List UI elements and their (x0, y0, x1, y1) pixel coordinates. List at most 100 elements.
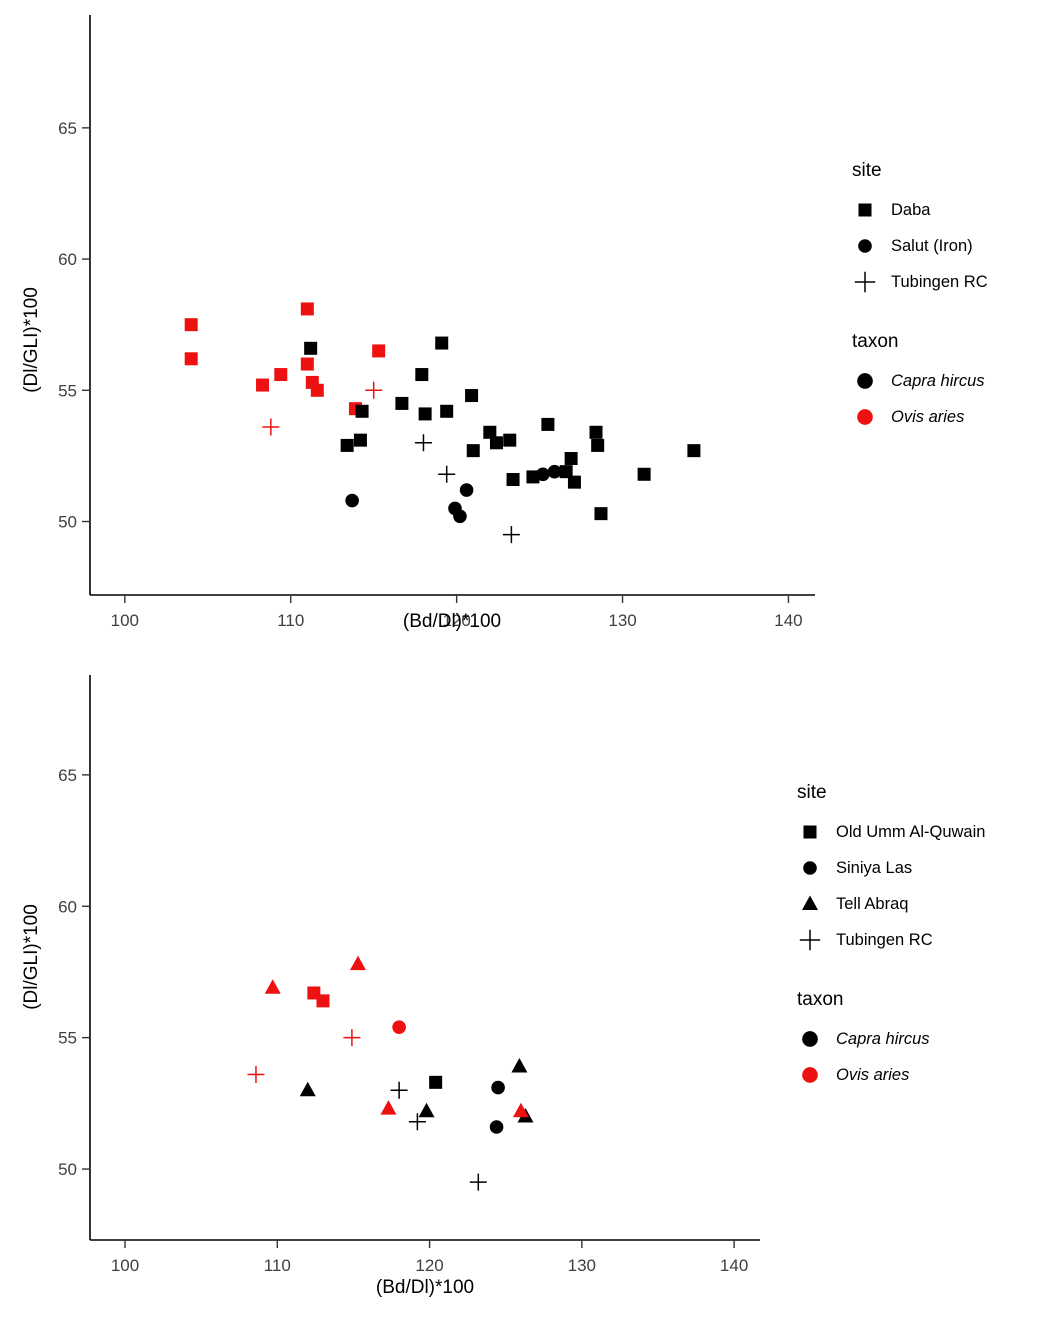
data-point-plus-ovis (365, 381, 383, 399)
legend-item-label: Daba (891, 200, 931, 219)
data-point-plus-capra (502, 526, 520, 544)
square-icon (858, 203, 872, 217)
legend-item-label: Salut (Iron) (891, 236, 973, 255)
lower-scatter-chart: 100 110 120 130 140 50 55 60 65 (Bd/Dl)*100 (Dl/… (0, 660, 1051, 1333)
circle-icon (857, 373, 873, 389)
plus-marker (799, 929, 821, 951)
data-point-square-capra (506, 473, 520, 487)
data-point-square-capra (559, 465, 573, 479)
upper-legend: site Daba Salut (Iron) Tubingen RC taxon Capr… (852, 160, 988, 440)
data-point-plus-ovis (247, 1065, 265, 1083)
legend-item-label: Old Umm Al-Quwain (836, 822, 986, 841)
legend-item-label: Capra hircus (891, 371, 985, 390)
site-legend-item: Tell Abraq (797, 891, 985, 917)
circle-icon (857, 409, 873, 425)
legend-item-label: Tubingen RC (836, 930, 933, 949)
data-point-square-capra (429, 1075, 443, 1089)
data-point-square-ovis (274, 368, 288, 382)
circle-icon (803, 861, 817, 875)
data-point-square-capra (435, 336, 449, 350)
data-point-square-ovis (300, 302, 314, 316)
lower-legend: site Old Umm Al-Quwain Siniya Las Tell Abra… (797, 782, 985, 1098)
data-point-square-capra (489, 436, 503, 450)
lower-plot-canvas: 100 110 120 130 140 50 55 60 65 (58, 675, 760, 1275)
taxon-legend-item: Capra hircus (852, 368, 988, 394)
data-point-circle-capra (547, 464, 562, 479)
data-point-square-capra (355, 404, 369, 418)
site-legend-item: Old Umm Al-Quwain (797, 819, 985, 845)
site-legend-item: Siniya Las (797, 855, 985, 881)
y-tick-label: 55 (58, 381, 77, 400)
data-point-square-capra (483, 425, 497, 439)
data-point-square-capra (395, 396, 409, 410)
x-tick-label: 120 (442, 611, 470, 630)
legend-item-label: Ovis aries (891, 407, 965, 426)
circle-marker (802, 1067, 818, 1083)
data-point-square-capra (594, 507, 608, 521)
data-point-plus-capra (408, 1113, 426, 1131)
data-point-triangle-ovis (264, 979, 281, 994)
data-point-triangle-capra (418, 1102, 435, 1118)
x-tick-label: 140 (774, 611, 802, 630)
data-point-square-capra (418, 407, 432, 421)
data-point-square-ovis (256, 378, 270, 392)
legend-item-label: Siniya Las (836, 858, 913, 877)
data-point-square-capra (440, 404, 454, 418)
data-point-triangle-ovis (350, 955, 366, 971)
data-point-plus-capra (469, 1173, 487, 1191)
data-point-circle-capra (459, 483, 474, 497)
data-point-plus-capra (438, 465, 456, 483)
circle-marker (803, 861, 817, 875)
circle-marker (857, 373, 873, 389)
plus-icon (799, 929, 821, 951)
upper-x-axis-title: (Bd/Dl)*100 (402, 611, 502, 632)
taxon-legend-item: Ovis aries (852, 404, 988, 430)
data-point-circle-capra (489, 1120, 504, 1134)
data-point-plus-capra (414, 434, 432, 452)
square-marker (803, 825, 817, 839)
data-point-square-capra (589, 425, 603, 439)
data-point-circle-capra (491, 1080, 505, 1095)
site-legend-item: Salut (Iron) (852, 233, 988, 259)
data-point-circle-ovis (392, 1020, 406, 1034)
data-point-square-capra (415, 368, 429, 382)
x-tick-label: 100 (111, 611, 139, 630)
data-point-square-ovis (184, 352, 198, 366)
site-legend-title: site (852, 160, 882, 181)
lower-y-axis-title: (Dl/GLI)*100 (21, 904, 42, 1010)
data-point-square-capra (340, 438, 354, 452)
data-point-plus-capra (390, 1081, 408, 1099)
data-point-square-capra (353, 433, 367, 447)
lower-x-axis-title: (Bd/Dl)*100 (375, 1277, 475, 1298)
data-point-square-capra (541, 417, 555, 431)
taxon-legend-title: taxon (852, 331, 899, 352)
upper-y-axis-title: (Dl/GLI)*100 (21, 287, 42, 393)
data-point-square-capra (567, 475, 581, 489)
legend-item-label: Tell Abraq (836, 894, 909, 913)
x-tick-label: 100 (111, 1256, 139, 1275)
plus-icon (854, 271, 876, 293)
data-point-square-ovis (184, 318, 198, 332)
data-point-triangle-ovis (512, 1102, 529, 1118)
y-tick-label: 50 (58, 1160, 77, 1179)
y-tick-label: 60 (58, 250, 77, 269)
legend-item-label: Tubingen RC (891, 272, 988, 291)
data-point-circle-capra (453, 509, 467, 524)
data-point-circle-capra (536, 467, 550, 482)
data-point-square-capra (637, 467, 651, 481)
x-tick-label: 110 (264, 1256, 291, 1275)
triangle-marker (802, 895, 818, 910)
y-tick-label: 60 (58, 897, 77, 916)
site-legend-item: Daba (852, 197, 988, 223)
data-point-square-capra (687, 444, 701, 458)
circle-marker (858, 239, 872, 253)
data-point-triangle-capra (511, 1058, 528, 1073)
site-legend-title: site (797, 782, 827, 803)
data-point-square-capra (465, 389, 479, 403)
circle-marker (802, 1031, 818, 1047)
triangle-icon (802, 895, 818, 910)
y-tick-label: 65 (58, 766, 77, 785)
legend-item-label: Capra hircus (836, 1029, 930, 1048)
taxon-legend-title: taxon (797, 989, 844, 1010)
upper-scatter-chart: 100 110 120 130 140 50 55 60 65 (Bd/Dl)*100 (Dl/… (0, 0, 1051, 660)
